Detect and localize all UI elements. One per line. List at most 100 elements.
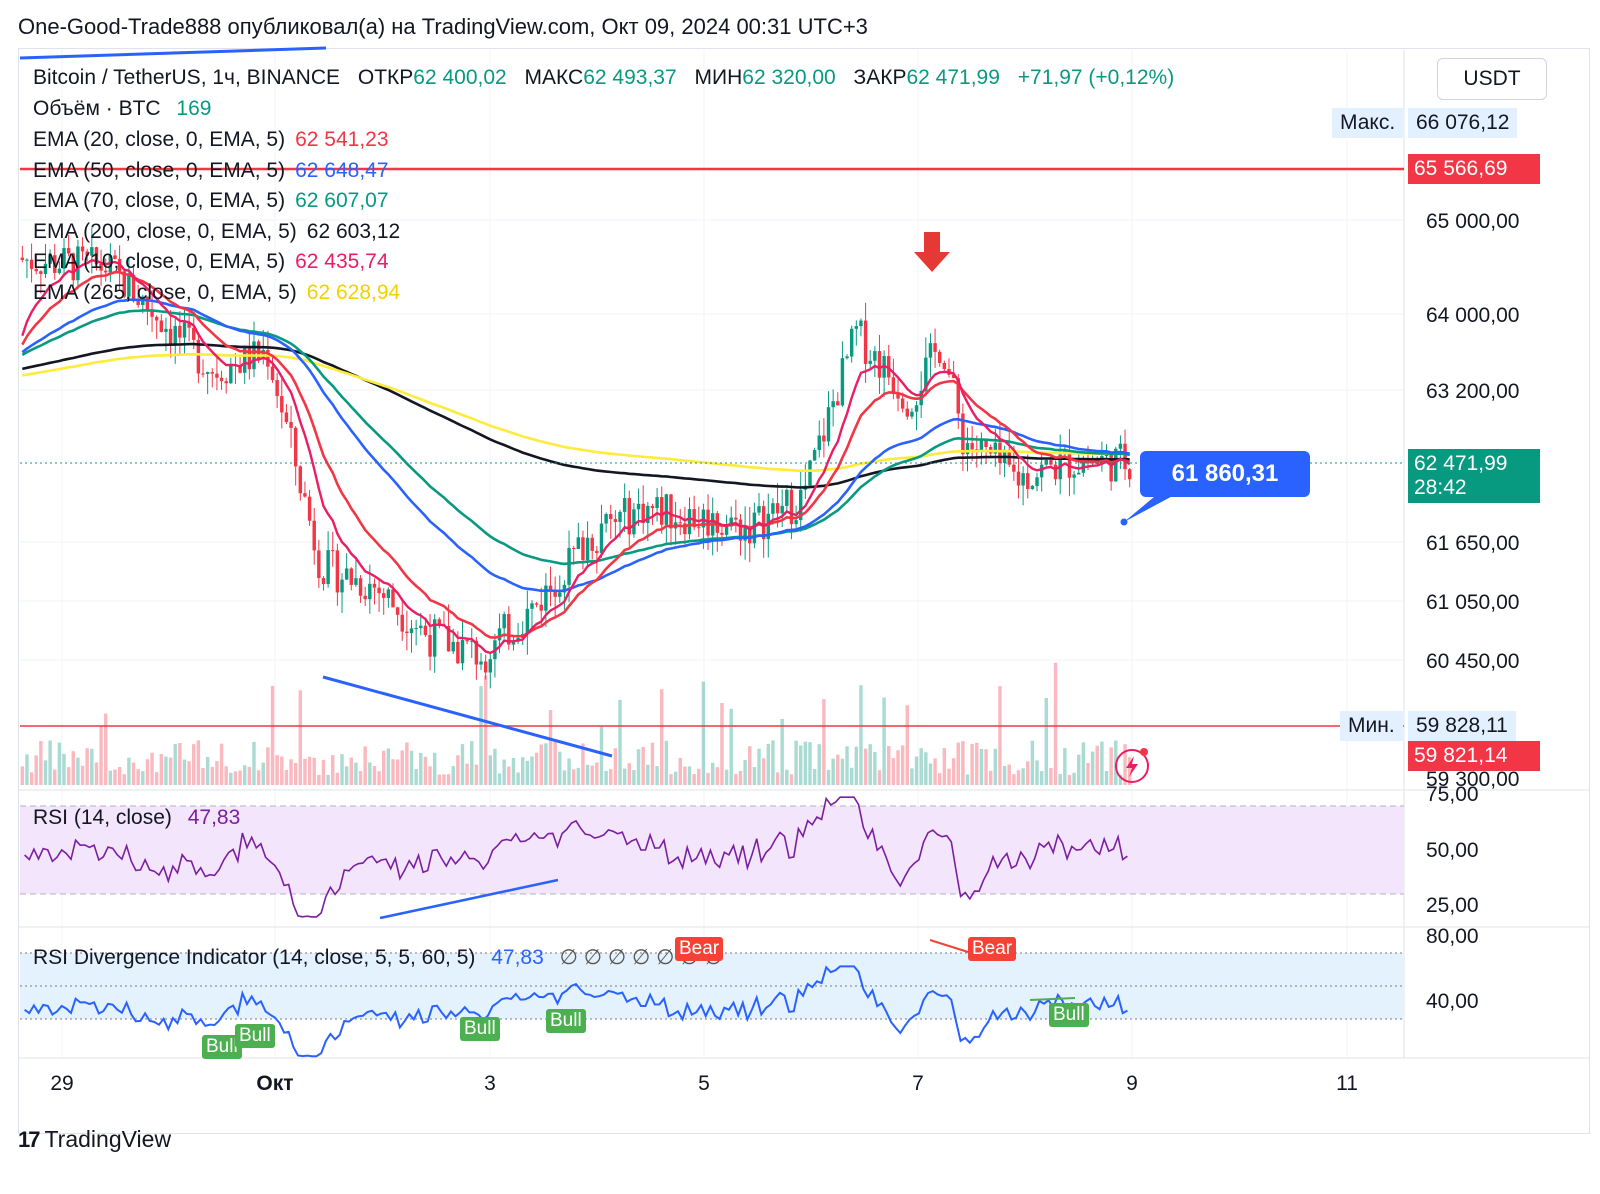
ema-legend-0: EMA (20, close, 0, EMA, 5) 62 541,23	[33, 128, 389, 152]
volume-bar	[127, 757, 131, 785]
volume-bar	[627, 763, 631, 785]
candle-body	[1072, 474, 1076, 478]
candle-body	[354, 578, 358, 585]
candle-body	[669, 494, 673, 529]
volume-bar	[159, 753, 164, 785]
volume-value: 169	[176, 97, 212, 120]
volume-bar	[650, 742, 655, 785]
volume-bar	[965, 774, 970, 785]
volume-bar	[687, 766, 692, 785]
candle-body	[863, 320, 868, 364]
volume-bar	[502, 759, 506, 785]
volume-bar	[970, 743, 974, 785]
volume-bar	[340, 754, 344, 785]
bear-divergence-tag: Bear	[968, 937, 1017, 961]
volume-bar	[182, 759, 187, 785]
volume-bar	[205, 756, 210, 785]
volume-bar	[530, 756, 534, 785]
high-value: 62 493,37	[583, 66, 677, 89]
trend-line-top	[19, 46, 327, 60]
volume-bar	[145, 759, 150, 785]
candle-body	[164, 328, 168, 332]
candle-body	[933, 343, 937, 352]
candle-body	[432, 619, 437, 657]
candle-body	[173, 325, 177, 344]
volume-bar	[803, 741, 808, 785]
volume-bar	[168, 757, 173, 785]
volume-bar	[1058, 774, 1062, 785]
volume-bar	[405, 742, 409, 785]
candle-body	[799, 489, 803, 521]
volume-bar	[377, 771, 381, 785]
volume-bar	[488, 755, 492, 785]
volume-bar	[868, 744, 872, 785]
volume-bar	[859, 685, 863, 785]
candle-body	[340, 579, 344, 593]
volume-bar	[692, 774, 696, 785]
bull-divergence-line	[1029, 997, 1076, 1001]
volume-bar	[701, 681, 706, 785]
candle-body	[530, 603, 534, 609]
last-price-value: 62 471,99	[1414, 452, 1508, 475]
volume-bar	[715, 767, 720, 785]
candle-body	[724, 526, 729, 535]
candle-body	[942, 362, 947, 369]
candle-body	[734, 517, 738, 520]
volume-bar	[80, 765, 85, 785]
candle-body	[794, 520, 798, 525]
volume-bar	[1067, 774, 1072, 785]
volume-bar	[826, 769, 831, 785]
ema-legend-label: EMA (70, close, 0, EMA, 5)	[33, 189, 286, 212]
volume-bar	[122, 774, 126, 785]
volume-bar	[173, 743, 177, 785]
volume-bar	[446, 774, 451, 785]
symbol-name: Bitcoin / TetherUS, 1ч, BINANCE	[33, 66, 341, 89]
volume-bar	[261, 762, 265, 785]
candle-body	[993, 442, 998, 454]
volume-bar	[947, 768, 951, 785]
price-callout[interactable]: 61 860,31	[1140, 451, 1310, 497]
candle-body	[446, 626, 451, 652]
price-axis-tick: 59 300,00	[1426, 768, 1520, 791]
volume-bar	[734, 774, 738, 785]
volume-bar	[738, 770, 743, 785]
support-price-tag: 59 821,14	[1408, 741, 1540, 771]
publisher-line: One-Good-Trade888 опубликовал(а) на Trad…	[18, 14, 868, 39]
candle-body	[845, 356, 849, 359]
candle-body	[516, 637, 520, 641]
candle-body	[479, 661, 483, 665]
volume-bar	[270, 685, 275, 785]
candle-body	[877, 351, 882, 378]
currency-selector[interactable]: USDT	[1437, 58, 1547, 100]
volume-bar	[660, 689, 664, 785]
candle-body	[219, 377, 224, 382]
candle-body	[488, 659, 492, 673]
price-axis-tick: 64 000,00	[1426, 304, 1520, 327]
volume-bar	[896, 750, 900, 785]
rsi-div-value: 47,83	[491, 946, 544, 969]
candle-body	[910, 411, 914, 417]
candle-body	[298, 466, 303, 494]
volume-bar	[136, 769, 140, 785]
ema-lines	[21, 259, 1131, 655]
candle-body	[205, 372, 210, 374]
volume-bar	[493, 748, 497, 785]
candle-body	[1114, 448, 1118, 482]
ema-line-265	[22, 352, 1130, 473]
candle-body	[1127, 469, 1132, 480]
volume-bar	[831, 758, 835, 785]
candle-body	[409, 628, 414, 634]
volume-bar	[975, 742, 979, 785]
volume-bar	[724, 769, 729, 785]
volume-bar	[571, 769, 576, 785]
volume-bars	[20, 662, 1132, 785]
volume-legend: Объём · BTC 169	[33, 97, 211, 121]
candle-body	[25, 259, 29, 261]
volume-bar	[590, 765, 594, 785]
volume-bar	[548, 710, 553, 785]
volume-bar	[877, 770, 882, 785]
tradingview-logo[interactable]: 17 TradingView	[18, 1126, 171, 1153]
candle-body	[761, 506, 766, 540]
price-axis-tick: 60 450,00	[1426, 650, 1520, 673]
